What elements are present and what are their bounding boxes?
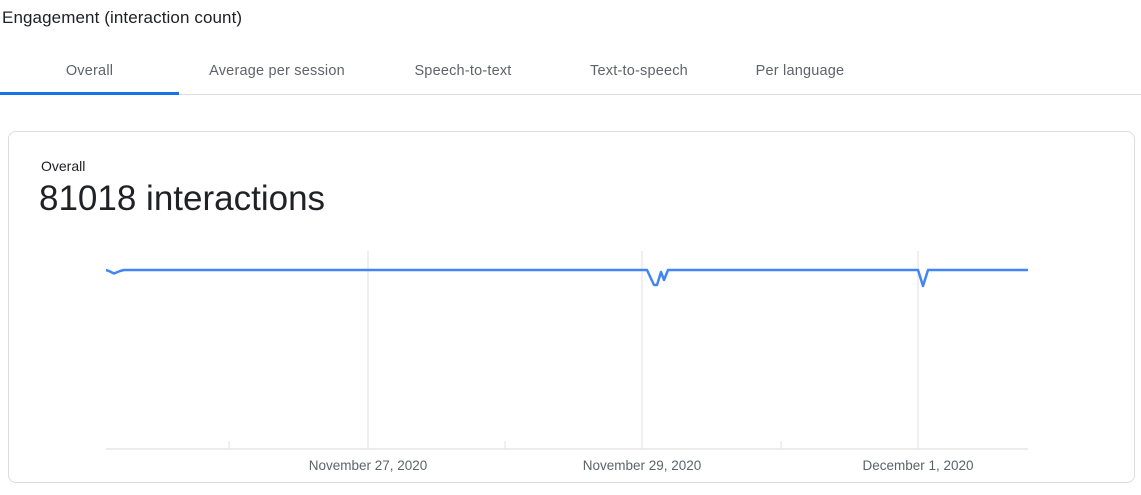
tab-average-per-session[interactable]: Average per session xyxy=(179,48,375,94)
interaction-count-metric: 81018 interactions xyxy=(39,179,326,218)
tab-per-language-label: Per language xyxy=(755,63,845,79)
page-title: Engagement (interaction count) xyxy=(2,8,243,27)
card-label: Overall xyxy=(41,158,86,174)
tab-text-to-speech-label: Text-to-speech xyxy=(590,63,688,79)
tab-average-per-session-label: Average per session xyxy=(209,63,345,79)
x-tick-label: December 1, 2020 xyxy=(862,458,973,473)
engagement-line-chart: November 27, 2020 November 29, 2020 Decemb… xyxy=(106,251,1028,473)
overall-engagement-card: Overall 81018 interactions November 27, … xyxy=(8,131,1135,483)
x-tick-label: November 27, 2020 xyxy=(309,458,428,473)
engagement-tabbar: Overall Average per session Speech-to-te… xyxy=(0,48,1141,95)
interactions-line-series xyxy=(106,268,1028,288)
tab-overall-label: Overall xyxy=(65,63,114,79)
chart-container: November 27, 2020 November 29, 2020 Decemb… xyxy=(106,247,1028,477)
tab-overall[interactable]: Overall xyxy=(0,48,179,95)
tab-speech-to-text-label: Speech-to-text xyxy=(414,63,512,79)
tab-speech-to-text[interactable]: Speech-to-text xyxy=(375,48,551,94)
tab-per-language[interactable]: Per language xyxy=(727,48,873,94)
x-tick-label: November 29, 2020 xyxy=(583,458,702,473)
tab-text-to-speech[interactable]: Text-to-speech xyxy=(551,48,727,94)
